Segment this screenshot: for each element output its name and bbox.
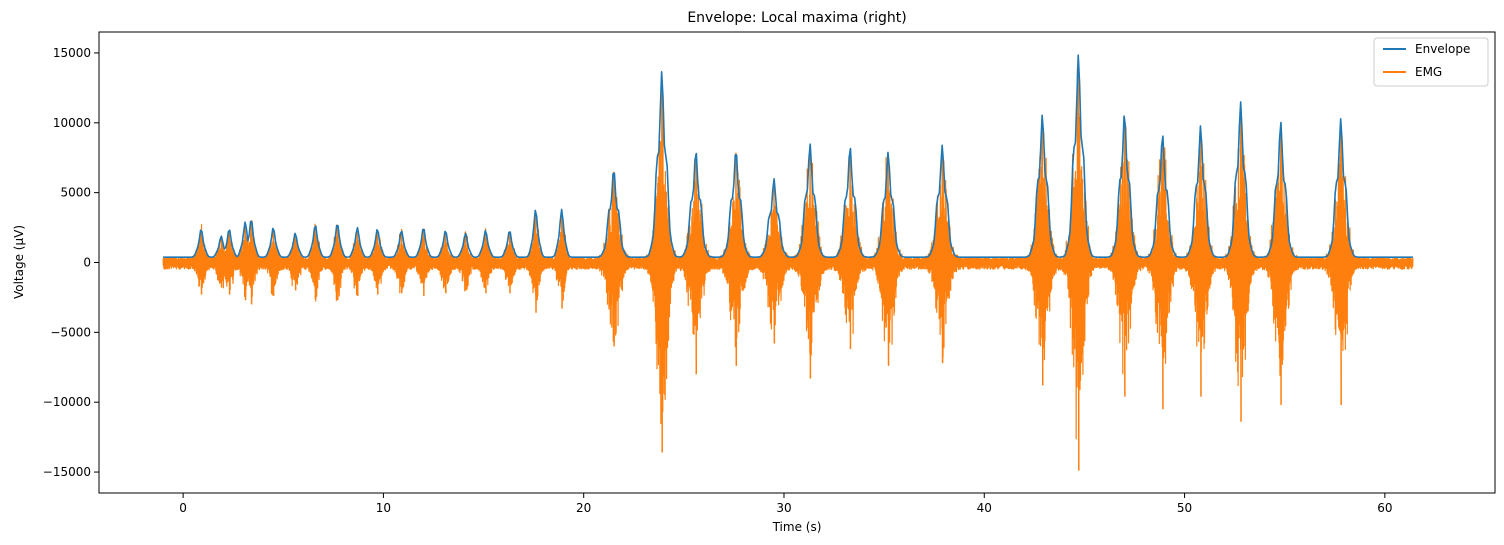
series-line-envelope [163, 54, 1413, 258]
x-axis: 0 10 20 30 40 50 60 [179, 493, 1392, 515]
x-axis-label: Time (s) [772, 520, 822, 534]
y-axis-label: Voltage (μV) [12, 225, 26, 299]
y-tick-label: −5000 [50, 325, 91, 339]
x-tick-label: 50 [1177, 501, 1192, 515]
chart-title: Envelope: Local maxima (right) [687, 10, 906, 26]
y-tick-label: 10000 [53, 116, 91, 130]
y-tick-label: 0 [83, 256, 91, 270]
x-tick-label: 60 [1377, 501, 1392, 515]
y-tick-label: −15000 [43, 465, 91, 479]
plot-area [99, 32, 1495, 493]
x-tick-label: 20 [576, 501, 591, 515]
y-tick-label: 15000 [53, 46, 91, 60]
x-tick-label: 40 [977, 501, 992, 515]
y-tick-label: −10000 [43, 395, 91, 409]
legend: Envelope EMG [1373, 37, 1489, 87]
series-layer [162, 54, 1414, 471]
y-axis: −15000 −10000 −5000 0 5000 10000 15000 [43, 46, 99, 479]
legend-label-envelope: Envelope [1415, 42, 1470, 56]
legend-label-emg: EMG [1415, 65, 1442, 79]
x-tick-label: 10 [376, 501, 391, 515]
y-tick-label: 5000 [60, 186, 91, 200]
x-tick-label: 30 [776, 501, 791, 515]
x-tick-label: 0 [179, 501, 187, 515]
